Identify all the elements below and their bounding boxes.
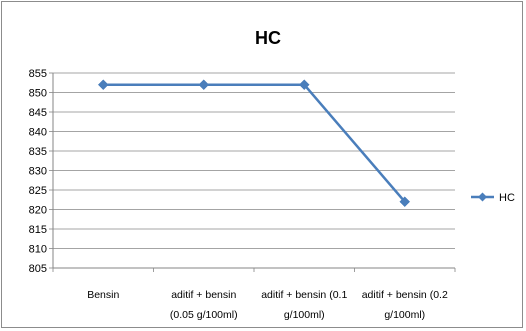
axes xyxy=(49,72,456,272)
y-tick-label: 845 xyxy=(29,107,47,119)
data-point-marker xyxy=(298,79,310,91)
legend: HC xyxy=(471,192,515,204)
x-category-label: aditif + bensin (0.2 g/100ml) xyxy=(362,289,448,321)
y-tick-label: 835 xyxy=(29,146,47,158)
x-category-labels: Bensin aditif + bensin (0.05 g/100ml) aditi… xyxy=(87,289,448,321)
y-tick-label: 805 xyxy=(29,263,47,275)
gridlines xyxy=(53,72,455,249)
y-tick-label: 820 xyxy=(29,205,47,217)
y-tick-label: 830 xyxy=(29,166,47,178)
chart-title: HC xyxy=(255,28,281,48)
y-tick-label: 850 xyxy=(29,88,47,100)
data-point-marker xyxy=(198,79,210,91)
data-point-marker xyxy=(97,79,109,91)
x-category-label: aditif + bensin (0.05 g/100ml) xyxy=(170,289,238,321)
series-hc xyxy=(97,79,411,208)
y-tick-label: 855 xyxy=(29,68,47,80)
x-category-label: aditif + bensin (0.1 g/100ml) xyxy=(261,289,347,321)
y-tick-label: 810 xyxy=(29,244,47,256)
y-tick-label: 825 xyxy=(29,185,47,197)
legend-marker xyxy=(478,192,487,202)
y-tick-label: 840 xyxy=(29,127,47,139)
legend-label: HC xyxy=(499,192,515,204)
series-line xyxy=(103,83,406,203)
data-point-marker xyxy=(399,196,411,208)
x-category-label: Bensin xyxy=(87,289,119,301)
y-tick-labels: 805 810 815 820 825 830 835 840 845 850 855 xyxy=(29,68,47,275)
y-tick-label: 815 xyxy=(29,224,47,236)
